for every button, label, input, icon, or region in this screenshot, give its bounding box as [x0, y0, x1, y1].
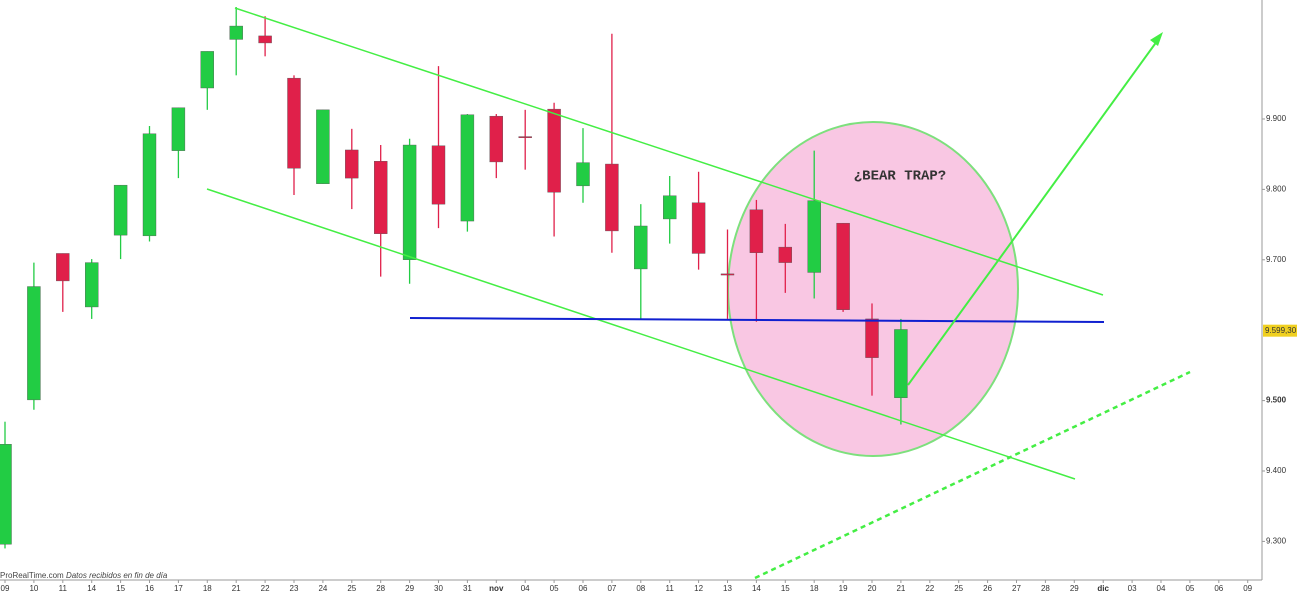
x-tick-label: 22 — [925, 584, 934, 593]
x-tick-label: 04 — [521, 584, 530, 593]
y-tick-label: 9.300 — [1266, 537, 1287, 546]
x-tick-label: 15 — [116, 584, 125, 593]
body — [605, 163, 619, 232]
x-tick-label: 09 — [1243, 584, 1252, 593]
body — [113, 184, 128, 236]
body — [27, 286, 41, 401]
body — [287, 77, 301, 169]
support-line — [409, 317, 1105, 323]
x-tick-label: 18 — [203, 584, 212, 593]
x-tick-label: 22 — [261, 584, 270, 593]
x-tick-label: 25 — [954, 584, 963, 593]
body — [663, 195, 677, 220]
body — [691, 202, 706, 254]
arrow-head — [1150, 32, 1163, 46]
body — [720, 273, 735, 276]
body — [200, 51, 215, 89]
body — [518, 136, 532, 138]
annotation: ¿BEAR TRAP? — [854, 169, 946, 185]
x-tick-label: 23 — [290, 584, 299, 593]
x-tick-label: 21 — [896, 584, 905, 593]
price-label: 9.599,30 — [1265, 326, 1297, 335]
arrow — [907, 36, 1161, 386]
body — [460, 114, 475, 222]
y-tick-label: 9.900 — [1266, 114, 1287, 123]
body — [836, 222, 850, 310]
x-tick-label: 14 — [752, 584, 761, 593]
price-tag — [1263, 324, 1297, 337]
body — [0, 444, 12, 545]
candles — [0, 7, 908, 549]
x-tick-label: 24 — [318, 584, 327, 593]
lower-channel — [206, 188, 1076, 480]
x-tick-label: 07 — [607, 584, 616, 593]
x-tick-label: 14 — [87, 584, 96, 593]
body — [749, 209, 764, 253]
body — [171, 107, 186, 151]
source-note: Datos recibidos en fin de día — [66, 571, 168, 580]
body — [374, 161, 388, 234]
x-tick-label: dic — [1097, 584, 1109, 593]
x-tick-label: 13 — [723, 584, 732, 593]
x-tick-label: 30 — [434, 584, 443, 593]
y-tick-label: 9.800 — [1266, 184, 1287, 193]
x-tick-label: 29 — [405, 584, 414, 593]
x-tick-label: 17 — [174, 584, 183, 593]
x-tick-label: 28 — [1041, 584, 1050, 593]
x-tick-label: nov — [489, 584, 504, 593]
body — [778, 246, 792, 263]
x-tick-label: 19 — [839, 584, 848, 593]
x-tick-label: 04 — [1157, 584, 1166, 593]
body — [84, 262, 99, 308]
x-tick-label: 28 — [376, 584, 385, 593]
x-tick-label: 11 — [59, 584, 68, 593]
body — [431, 145, 446, 205]
x-tick-label: 26 — [983, 584, 992, 593]
body — [56, 253, 70, 282]
x-tick-label: 12 — [694, 584, 703, 593]
body — [807, 200, 821, 273]
y-tick-label: 9.500 — [1266, 396, 1287, 405]
upper-channel — [234, 7, 1104, 296]
x-tick-label: 21 — [232, 584, 241, 593]
body — [402, 144, 417, 260]
x-tick-label: 06 — [1214, 584, 1223, 593]
body — [258, 35, 272, 44]
body — [345, 149, 359, 179]
x-tick-label: 29 — [1070, 584, 1079, 593]
source-name: ProRealTime.com — [0, 571, 64, 580]
x-tick-label: 16 — [145, 584, 154, 593]
body — [634, 225, 648, 270]
x-tick-label: 06 — [579, 584, 588, 593]
body — [865, 318, 879, 358]
x-tick-label: 31 — [463, 584, 472, 593]
x-tick-label: 10 — [29, 584, 38, 593]
x-tick-label: 05 — [550, 584, 559, 593]
body — [142, 133, 157, 237]
x-tick-label: 27 — [1012, 584, 1021, 593]
x-tick-label: 20 — [868, 584, 877, 593]
body — [894, 329, 908, 398]
source: ProRealTime.com Datos recibidos en fin d… — [0, 571, 168, 580]
x-tick-label: 03 — [1128, 584, 1137, 593]
body — [229, 25, 243, 40]
x-tick-label: 15 — [781, 584, 790, 593]
x-tick-label: 05 — [1185, 584, 1194, 593]
body — [576, 162, 590, 187]
x-tick-label: 08 — [636, 584, 645, 593]
body — [489, 115, 503, 163]
x-tick-label: 25 — [347, 584, 356, 593]
x-tick-label: 11 — [666, 584, 675, 593]
x-tick-label: 18 — [810, 584, 819, 593]
y-tick-label: 9.700 — [1266, 255, 1287, 264]
y-tick-label: 9.400 — [1266, 466, 1287, 475]
body — [316, 109, 330, 184]
x-tick-label: 09 — [1, 584, 10, 593]
body — [547, 108, 561, 193]
